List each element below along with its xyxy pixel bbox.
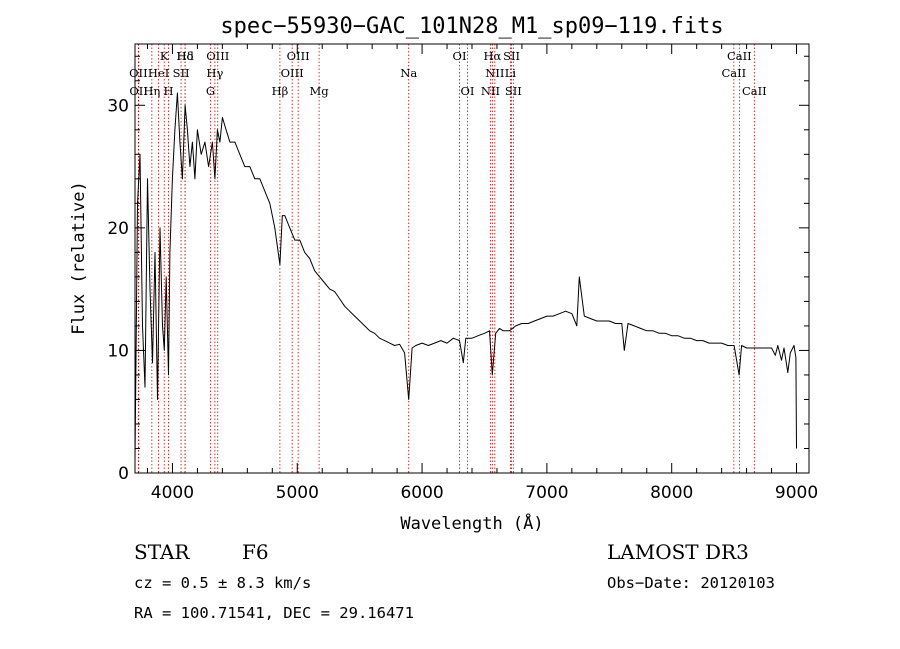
spectral-line-label: OI (461, 84, 475, 98)
x-tick-label: 5000 (276, 483, 319, 503)
spectral-line-label: Hγ (206, 66, 223, 80)
y-tick-label: 10 (107, 341, 129, 361)
spectral-line-label: CaII (742, 84, 767, 98)
spectral-line-label: Mg (310, 84, 330, 98)
observation-date: Obs−Date: 20120103 (607, 574, 775, 592)
spectral-line-labels: Hδ OII OII K HeI Hη SII H Hd OIII Hγ G OIII OIII Hβ Mg N… (129, 49, 767, 98)
spectral-line-label: HeI (148, 66, 169, 80)
y-axis-ticks: 0 10 20 30 (107, 55, 809, 484)
spectral-line-label: OIII (287, 49, 310, 63)
spectral-line-label: OIII (281, 66, 304, 80)
spectral-line-label: Na (400, 66, 417, 80)
object-class: STAR (134, 540, 190, 564)
spectral-line-label: NII (485, 66, 504, 80)
object-subclass: F6 (242, 540, 269, 564)
ra-dec-coordinates: RA = 100.71541, DEC = 29.16471 (134, 604, 414, 622)
spectral-line-label: Hβ (272, 84, 289, 98)
spectral-line-label: H (164, 84, 174, 98)
y-tick-label: 20 (107, 219, 129, 239)
spectral-line-label: Hα (483, 49, 501, 63)
spectral-line-label: NII (481, 84, 500, 98)
spectral-line-label: OI (453, 49, 467, 63)
x-tick-label: 6000 (400, 483, 443, 503)
x-axis-ticks: 4000 5000 6000 7000 8000 9000 (146, 44, 818, 503)
spectral-line-label: Hη (143, 84, 160, 98)
y-axis-label: Flux (relative) (69, 181, 89, 335)
plot-frame (134, 43, 810, 474)
x-tick-label: 7000 (525, 483, 568, 503)
redshift-cz: cz = 0.5 ± 8.3 km/s (134, 574, 312, 592)
spectrum-series-line (134, 92, 797, 461)
spectral-line-label: OII (129, 84, 148, 98)
survey-name: LAMOST DR3 (607, 540, 749, 564)
spectral-line-label: Li (505, 66, 517, 80)
spectral-line-label: Hd (176, 49, 194, 63)
spectral-line-label: G (206, 84, 215, 98)
chart-title: spec−55930−GAC_101N28_M1_sp09−119.fits (220, 14, 723, 39)
x-tick-label: 4000 (151, 483, 194, 503)
spectral-line-label: CaII (727, 49, 752, 63)
spectral-line-label: SII (173, 66, 190, 80)
spectral-line-label: OII (129, 66, 148, 80)
spectral-line-label: CaII (721, 66, 746, 80)
x-tick-label: 8000 (650, 483, 693, 503)
spectral-line-label: K (160, 49, 169, 63)
x-tick-label: 9000 (775, 483, 818, 503)
y-tick-label: 30 (107, 96, 129, 116)
spectral-line-markers (137, 44, 755, 473)
spectral-line-label: SII (503, 49, 520, 63)
spectral-line-label: SII (505, 84, 522, 98)
y-tick-label: 0 (118, 464, 129, 484)
spectral-line-label: Hδ (177, 49, 194, 63)
x-axis-label: Wavelength (Å) (400, 512, 543, 534)
spectral-line-label: OIII (206, 49, 229, 63)
